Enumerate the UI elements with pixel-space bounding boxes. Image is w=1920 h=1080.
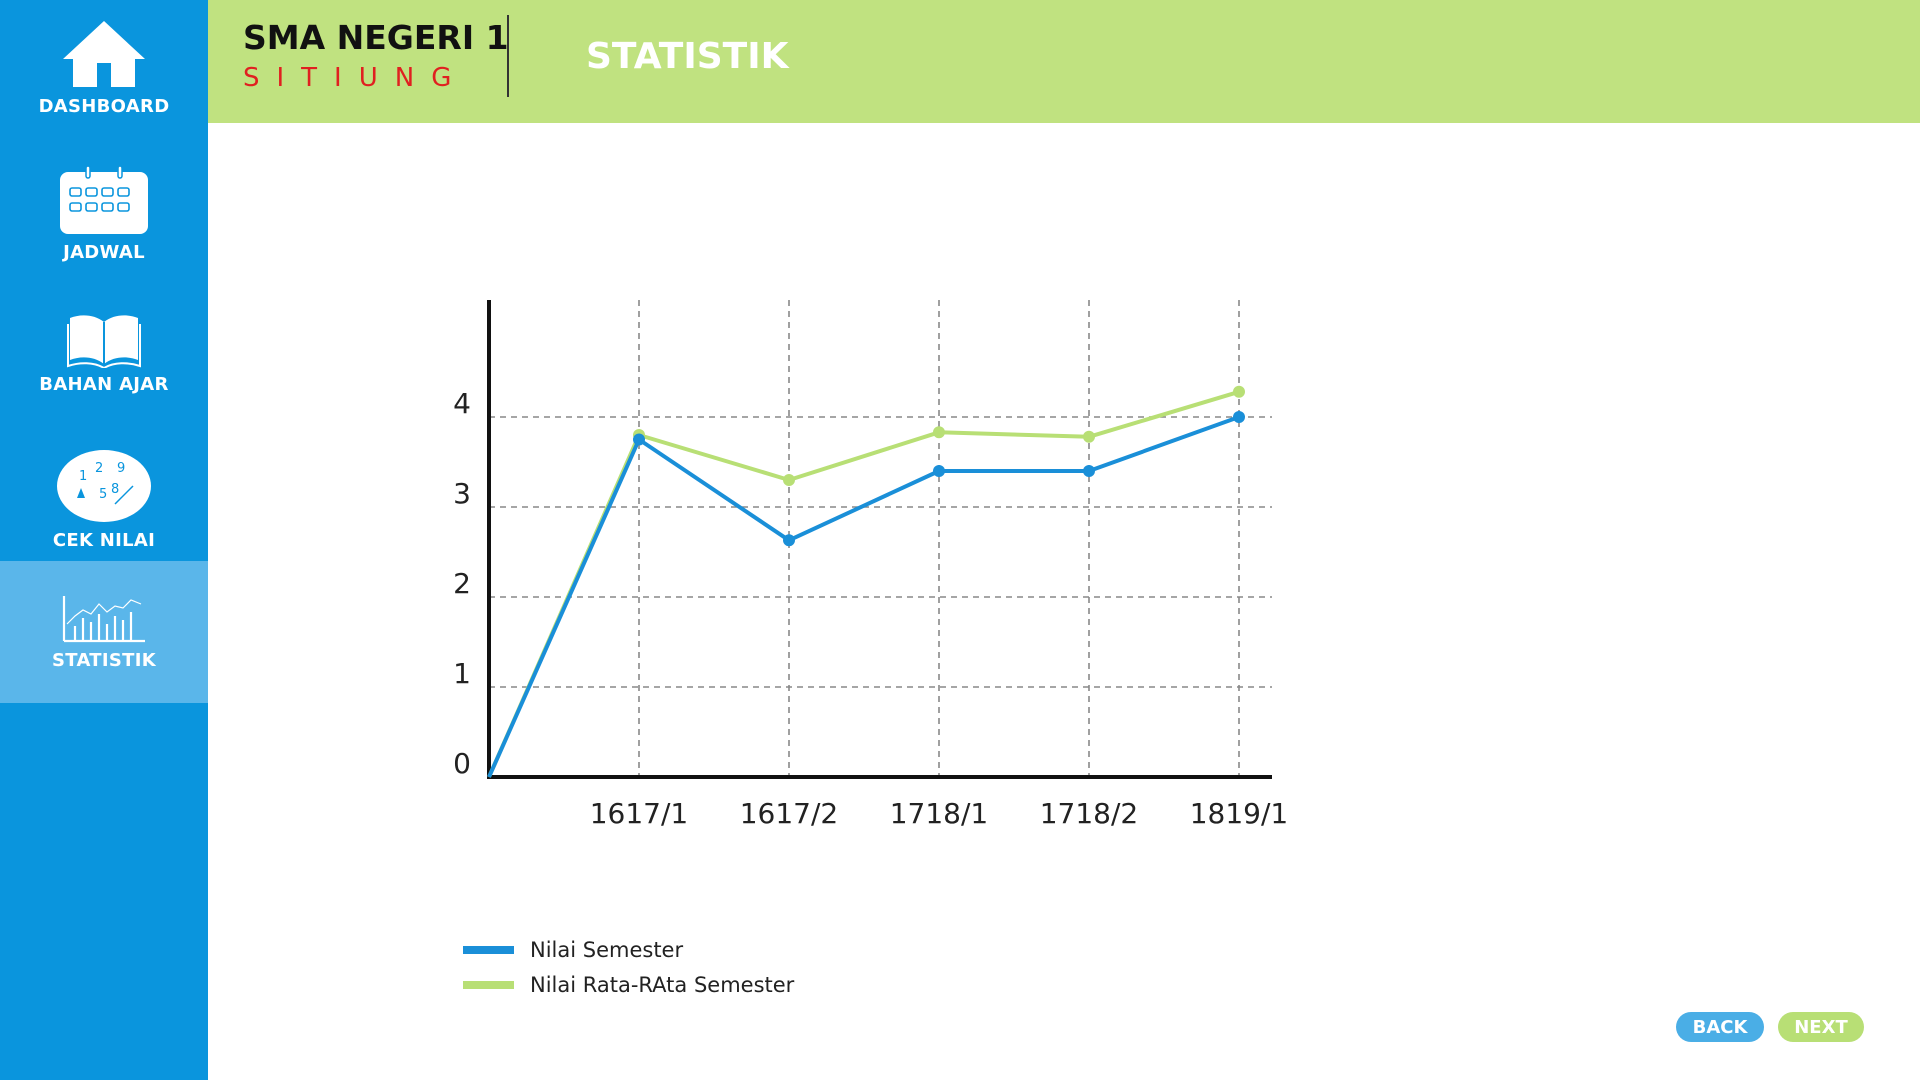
series-line: [487, 389, 1240, 778]
svg-text:2: 2: [95, 461, 103, 476]
data-point: [1233, 411, 1245, 423]
y-tick-label: 2: [453, 567, 471, 600]
legend-label: Nilai Rata-RAta Semester: [530, 973, 795, 997]
data-point: [933, 426, 945, 439]
data-point: [933, 465, 945, 477]
page-title: STATISTIK: [586, 36, 789, 77]
sidebar-item-label: STATISTIK: [52, 649, 156, 671]
school-location: SITIUNG: [243, 63, 469, 93]
sidebar-item-dashboard[interactable]: DASHBOARD: [0, 15, 208, 125]
sidebar-item-label: JADWAL: [63, 242, 145, 263]
sidebar-item-jadwal[interactable]: JADWAL: [0, 166, 208, 271]
data-point: [1233, 385, 1245, 398]
svg-text:1: 1: [79, 469, 87, 484]
y-tick-label: 4: [453, 387, 471, 420]
bar-chart-icon: [62, 595, 145, 642]
sidebar-item-label: BAHAN AJAR: [39, 374, 169, 395]
x-tick-label: 1617/1: [590, 797, 689, 830]
legend-label: Nilai Semester: [530, 938, 683, 962]
data-point: [783, 534, 795, 547]
calendar-icon: [60, 166, 148, 234]
y-tick-label: 3: [453, 477, 471, 510]
sidebar-item-statistik[interactable]: STATISTIK: [0, 561, 208, 703]
sidebar-item-label: DASHBOARD: [38, 96, 170, 117]
legend-swatch: [463, 946, 514, 954]
data-point: [1083, 430, 1095, 443]
series-line: [487, 415, 1240, 778]
header-divider: [507, 15, 509, 97]
data-point: [1083, 465, 1095, 477]
x-tick-label: 1718/2: [1040, 797, 1139, 830]
x-tick-label: 1617/2: [740, 797, 839, 830]
sidebar: DASHBOARD JADWAL BAHAN AJAR: [0, 0, 208, 1080]
data-point: [783, 474, 795, 486]
home-icon: [63, 21, 145, 87]
legend-swatch: [463, 981, 514, 989]
svg-text:5: 5: [99, 487, 107, 502]
data-point: [633, 433, 645, 446]
school-name: SMA NEGERI 1: [243, 18, 509, 57]
x-tick-label: 1718/1: [890, 797, 989, 830]
next-button[interactable]: NEXT: [1778, 1012, 1864, 1042]
y-tick-label: 0: [453, 747, 471, 780]
book-icon: [67, 315, 141, 368]
sidebar-item-bahan-ajar[interactable]: BAHAN AJAR: [0, 312, 208, 407]
y-tick-label: 1: [453, 657, 471, 690]
x-tick-label: 1819/1: [1190, 797, 1289, 830]
svg-text:8: 8: [111, 482, 119, 497]
sidebar-item-label: CEK NILAI: [52, 530, 156, 551]
svg-text:9: 9: [117, 461, 125, 476]
header: SMA NEGERI 1 SITIUNG STATISTIK: [208, 0, 1920, 123]
back-button[interactable]: BACK: [1676, 1012, 1764, 1042]
